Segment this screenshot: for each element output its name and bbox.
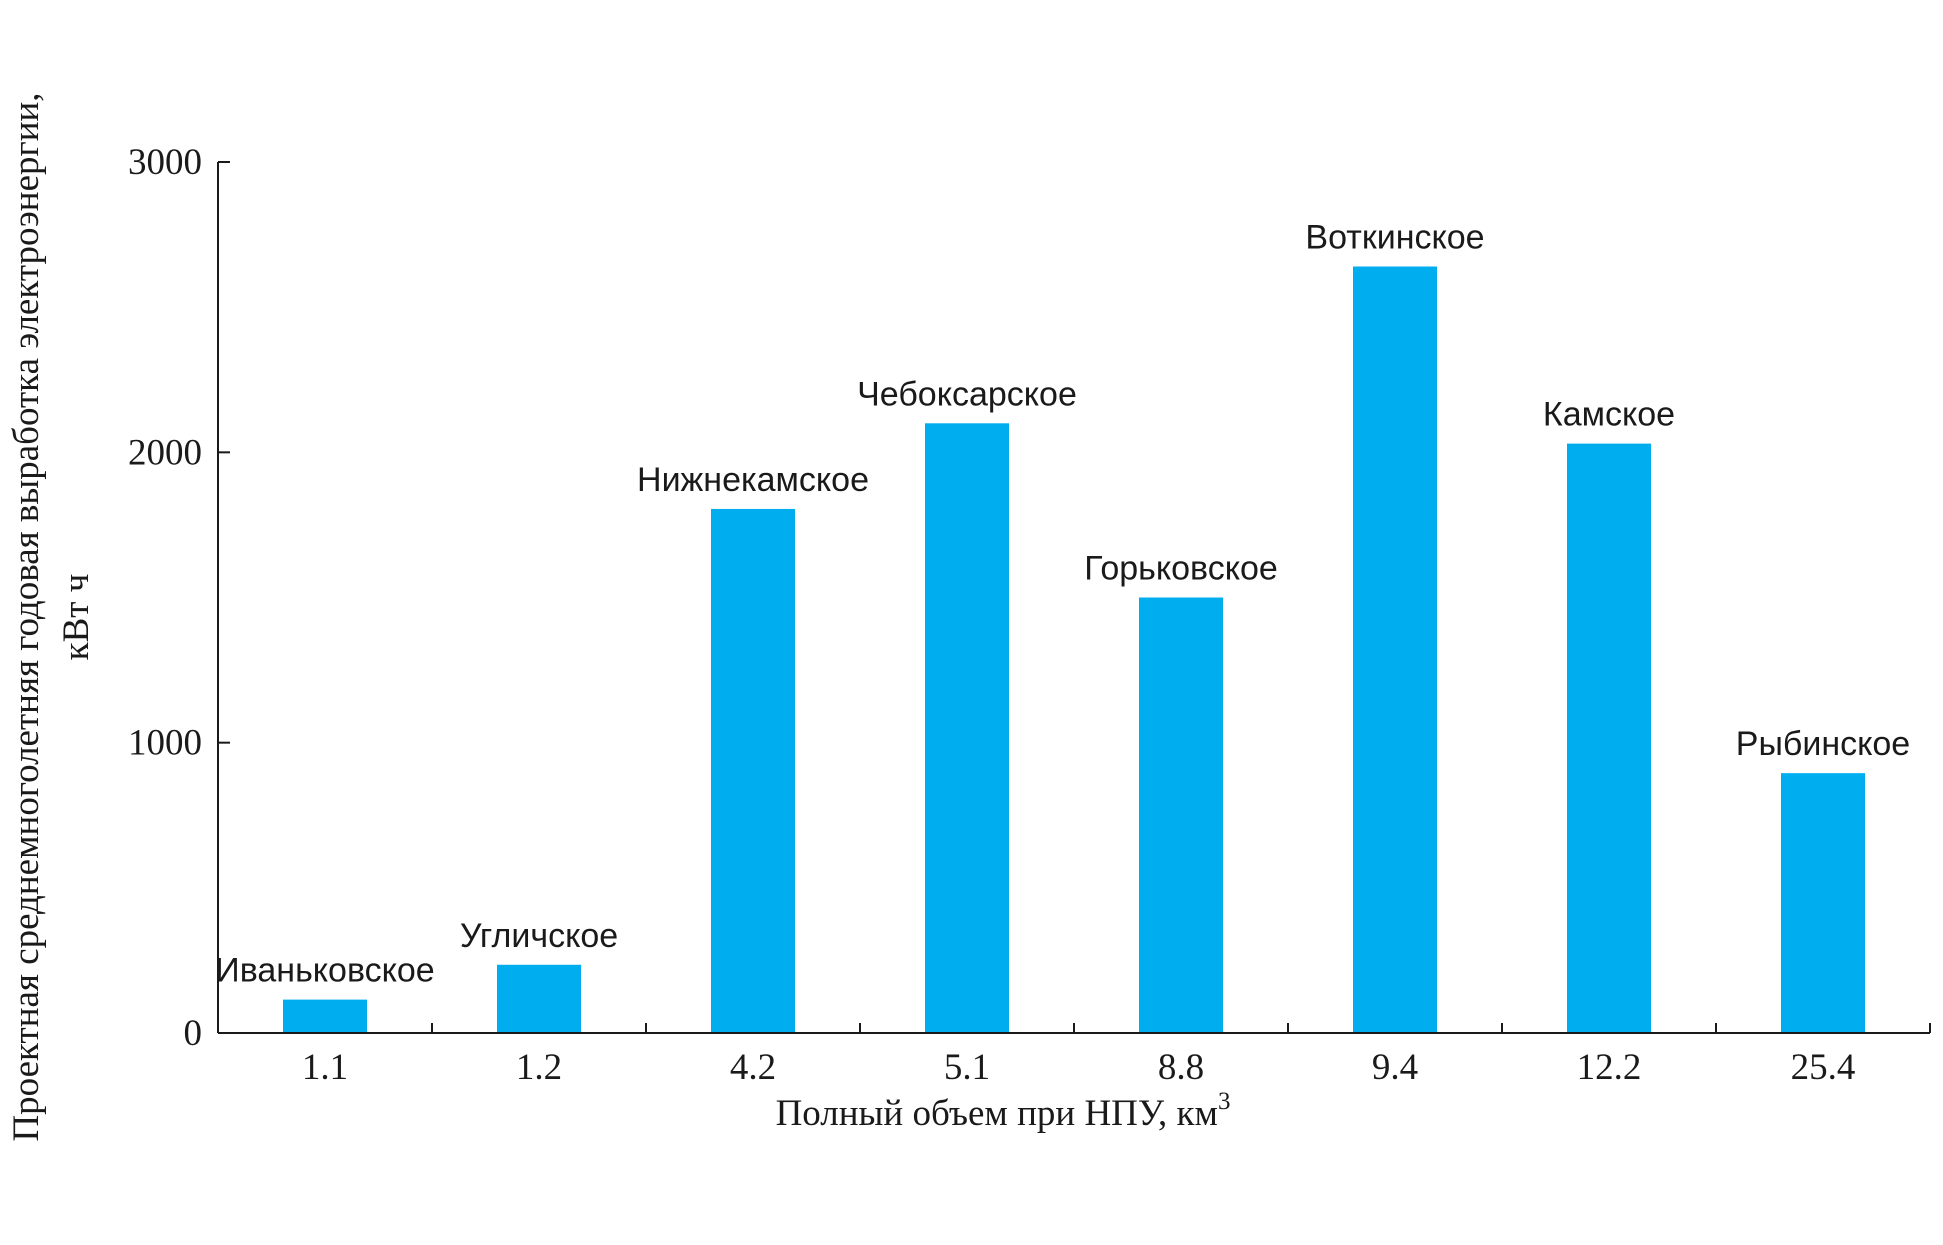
- bar: [1781, 773, 1865, 1033]
- bar: [497, 964, 581, 1033]
- y-axis-title-line-2: кВт ч: [56, 574, 97, 661]
- y-ticks-group: 0 1000 2000 3000: [128, 142, 230, 1054]
- bar-label: Иваньковское: [215, 952, 434, 990]
- x-tick-label: 5.1: [944, 1047, 990, 1088]
- bar: [711, 508, 795, 1033]
- bar: [1567, 443, 1651, 1034]
- x-tick-label: 12.2: [1577, 1047, 1642, 1088]
- axes: [217, 162, 1930, 1034]
- x-axis-title-superscript: 3: [1218, 1088, 1231, 1115]
- bar-label: Рыбинское: [1736, 725, 1910, 763]
- bar-label: Горьковское: [1084, 550, 1278, 588]
- bar: [1353, 266, 1437, 1033]
- bar-label: Чебоксарское: [857, 375, 1077, 413]
- x-tick-label: 1.1: [302, 1047, 348, 1088]
- bar-label: Камское: [1543, 396, 1675, 434]
- x-ticks-group: 1.1 1.2 4.2 5.1 8.8 9.4 12.2 25.4: [302, 1023, 1931, 1088]
- x-tick-label: 9.4: [1372, 1047, 1418, 1088]
- x-tick-label: 25.4: [1791, 1047, 1856, 1088]
- x-axis-title-text: Полный объем при НПУ, км: [776, 1093, 1218, 1134]
- y-tick-label: 0: [184, 1013, 203, 1054]
- y-tick-label: 2000: [128, 432, 202, 473]
- bar: [925, 423, 1009, 1033]
- x-tick-label: 4.2: [730, 1047, 776, 1088]
- y-tick-label: 1000: [128, 723, 202, 764]
- bar-label: Угличское: [460, 917, 618, 955]
- bar-labels-group: Иваньковское Угличское Нижнекамское Чебокса…: [215, 219, 1910, 990]
- y-axis-title: Проектная среднемноголетняя годовая выра…: [6, 92, 97, 1141]
- x-axis-title: Полный объем при НПУ, км3: [776, 1088, 1231, 1134]
- y-axis-title-line-1: Проектная среднемноголетняя годовая выра…: [6, 92, 47, 1141]
- bar: [1139, 597, 1223, 1033]
- bar-label: Нижнекамское: [637, 461, 869, 499]
- y-tick-label: 3000: [128, 142, 202, 183]
- bars-group: [283, 266, 1865, 1034]
- x-tick-label: 1.2: [516, 1047, 562, 1088]
- bar: [283, 999, 367, 1033]
- bar-label: Воткинское: [1305, 219, 1484, 257]
- x-tick-label: 8.8: [1158, 1047, 1204, 1088]
